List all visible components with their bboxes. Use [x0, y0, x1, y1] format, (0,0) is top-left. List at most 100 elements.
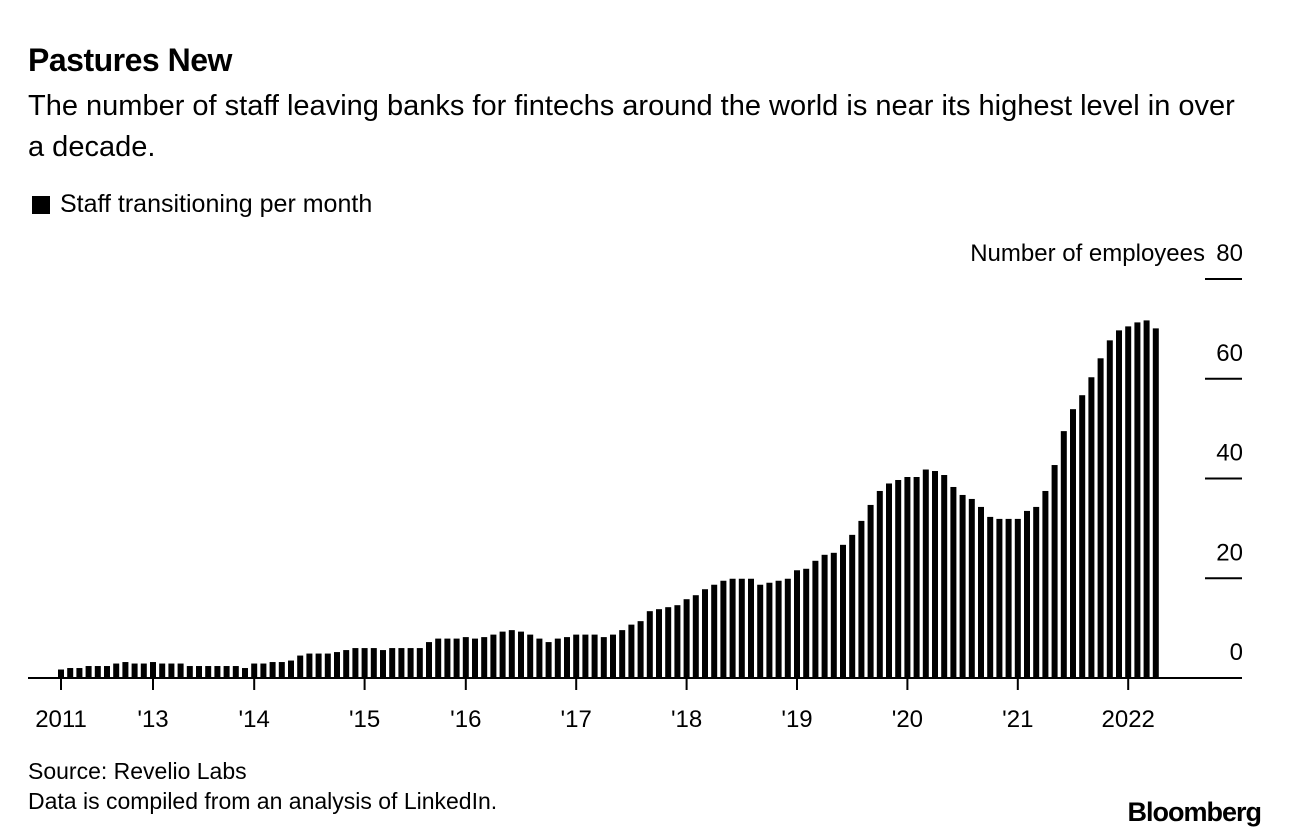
bar	[361, 648, 368, 678]
bar	[637, 621, 644, 678]
bar	[1152, 328, 1159, 678]
bar	[1134, 322, 1141, 678]
bar	[610, 634, 616, 678]
x-tick-label: '17	[561, 706, 592, 733]
bar	[306, 653, 313, 678]
bar	[757, 584, 764, 678]
bar	[453, 638, 460, 678]
legend-swatch	[32, 195, 50, 214]
bar	[527, 634, 534, 678]
bar	[1116, 330, 1122, 678]
bar	[600, 637, 607, 678]
bar	[131, 663, 138, 678]
bar	[380, 650, 386, 678]
x-tick-label: '16	[450, 706, 481, 733]
bar	[196, 666, 202, 678]
note-text: Data is compiled from an analysis of Lin…	[28, 788, 498, 814]
bar	[186, 666, 193, 678]
bar	[775, 580, 782, 678]
bar	[812, 560, 819, 678]
bar	[140, 663, 147, 678]
bar	[288, 660, 294, 678]
bar	[738, 578, 745, 678]
bar	[729, 578, 736, 678]
bar	[67, 668, 74, 678]
bar	[324, 653, 331, 678]
bar	[416, 648, 423, 678]
bar	[1097, 358, 1104, 678]
bar	[334, 652, 340, 678]
bar	[683, 599, 690, 678]
bar	[168, 663, 175, 678]
bar	[987, 516, 994, 678]
bar	[407, 648, 414, 678]
bar	[1051, 465, 1058, 678]
bar	[214, 666, 221, 678]
x-tick-label: '18	[671, 706, 702, 733]
y-tick-label: 0	[1230, 639, 1243, 666]
x-tick-label: '13	[137, 706, 168, 733]
bar	[876, 490, 883, 678]
bar	[1088, 377, 1095, 678]
y-tick-label: 40	[1216, 440, 1243, 467]
bar	[904, 477, 911, 678]
bar	[858, 520, 865, 678]
bar	[591, 634, 598, 678]
bar	[242, 668, 248, 678]
bar	[315, 653, 322, 678]
bar	[1125, 326, 1132, 678]
y-axis-label: Number of employees	[970, 240, 1205, 267]
bar	[720, 580, 727, 678]
bar	[692, 595, 699, 678]
chart-subtitle: The number of staff leaving banks for fi…	[28, 90, 1235, 163]
bar	[702, 589, 708, 678]
bar	[656, 609, 662, 678]
bar	[462, 637, 469, 678]
bar	[426, 642, 432, 678]
bar	[766, 582, 773, 678]
bar	[536, 638, 543, 678]
bloomberg-logo: Bloomberg	[1127, 797, 1262, 827]
bar	[821, 554, 828, 678]
bar	[554, 638, 561, 678]
bar	[1024, 510, 1030, 678]
bar	[996, 518, 1003, 678]
bar	[1143, 320, 1150, 678]
bar	[913, 477, 920, 678]
bar	[748, 578, 754, 678]
bar	[582, 634, 589, 678]
bar	[794, 570, 800, 678]
bar	[1070, 409, 1076, 678]
bar	[886, 483, 892, 678]
bar	[1033, 506, 1040, 678]
bar	[269, 662, 276, 678]
x-tick-label: '21	[1002, 706, 1033, 733]
bar	[159, 663, 166, 678]
bar	[223, 666, 230, 678]
bar	[508, 630, 515, 678]
bar	[389, 648, 396, 678]
bar	[1079, 395, 1086, 678]
legend: Staff transitioning per month	[32, 190, 372, 219]
bar	[573, 634, 580, 678]
bar	[849, 534, 856, 678]
bar	[278, 662, 285, 678]
bar	[665, 607, 672, 678]
bar	[803, 568, 810, 678]
bar	[646, 611, 653, 678]
bar	[950, 486, 957, 678]
bar	[472, 638, 478, 678]
y-tick-label: 80	[1216, 240, 1243, 267]
bar	[518, 631, 524, 678]
bar	[94, 666, 101, 678]
bar	[205, 666, 212, 678]
bar	[444, 638, 451, 678]
bar	[297, 655, 304, 678]
bar	[232, 666, 239, 678]
chart-title: Pastures New	[28, 42, 232, 78]
bar	[352, 648, 359, 678]
bar	[564, 637, 570, 678]
bar	[1106, 340, 1113, 678]
bar	[1042, 490, 1049, 678]
y-tick-label: 60	[1216, 340, 1243, 367]
